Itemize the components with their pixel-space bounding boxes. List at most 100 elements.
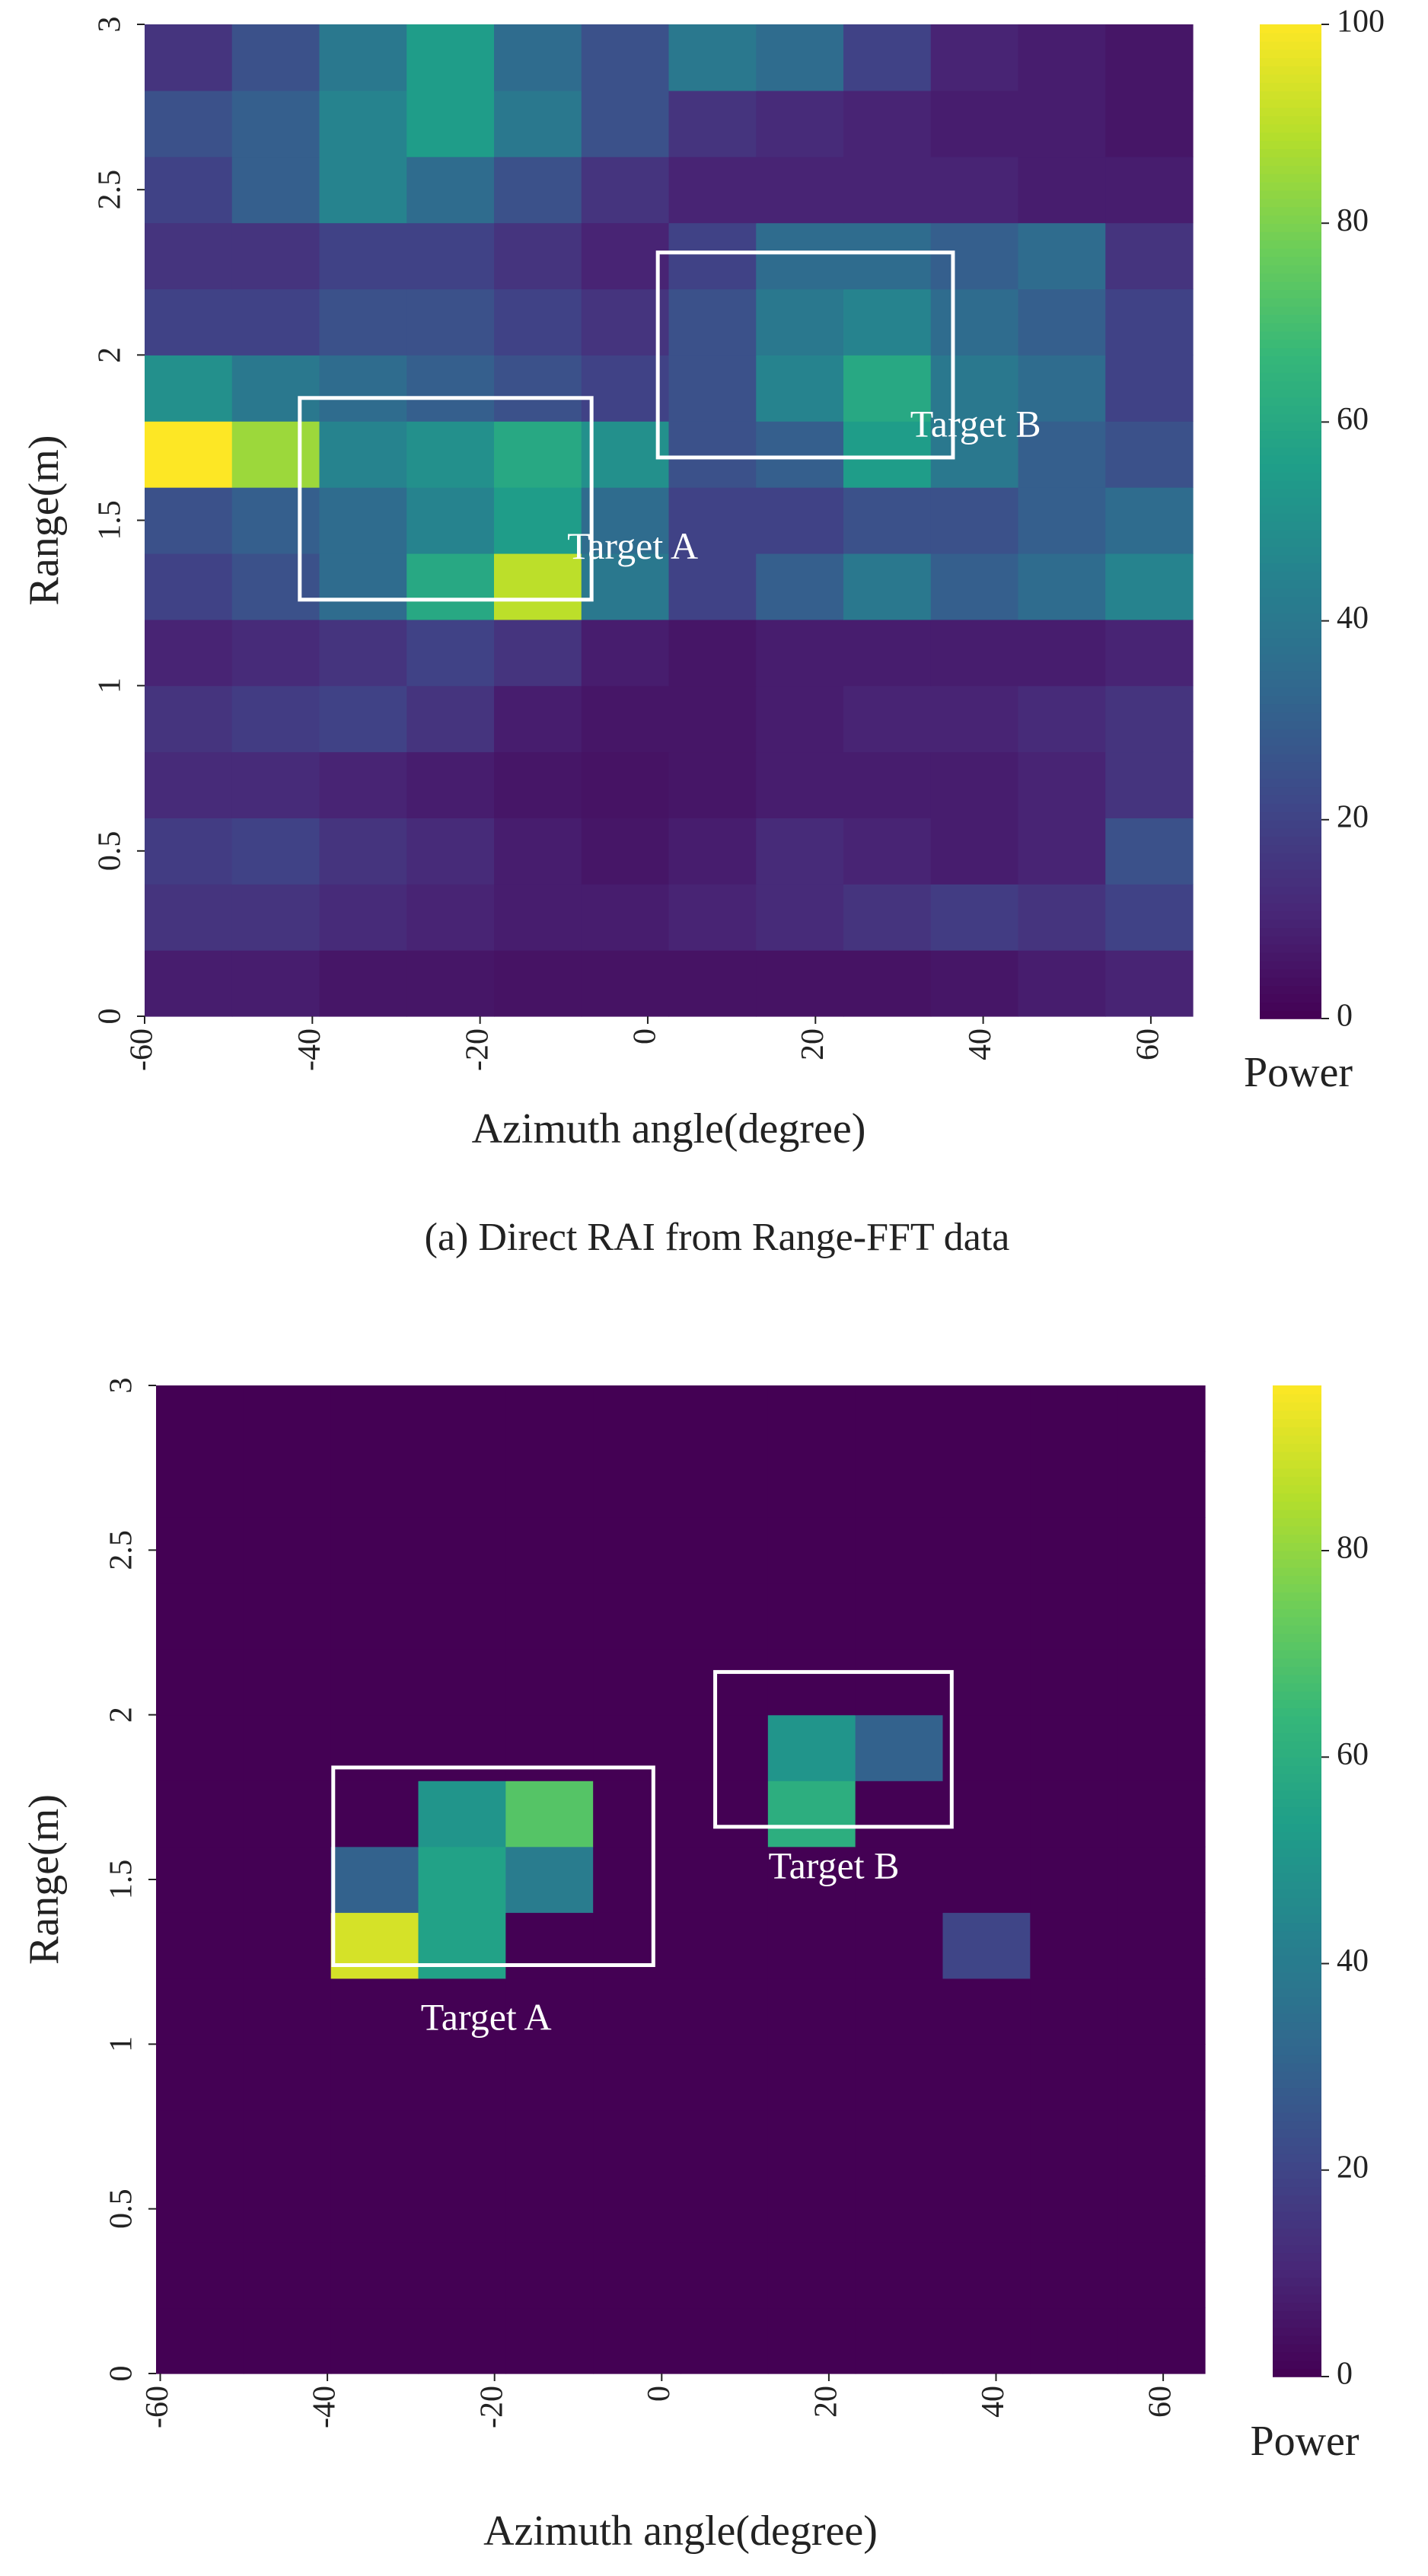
heat-cell [581,487,670,554]
colorbar-segment [1260,687,1321,697]
x-tick-label: -40 [308,2386,343,2428]
heat-cell [1105,355,1194,422]
heat-cell [767,1451,856,1518]
heat-cell [581,289,670,355]
heat-cell [1030,2241,1118,2309]
heat-cell [330,1912,419,1979]
heat-cell [581,421,670,488]
heat-cell [681,1583,769,1650]
colorbar-segment [1273,1517,1321,1527]
heat-cell [1117,1517,1206,1584]
heat-cell [231,950,320,1017]
colorbar-segment [1273,1600,1321,1609]
heat-cell [668,553,757,620]
heat-cell [1117,1846,1206,1913]
heat-cell [1117,1912,1206,1979]
colorbar-segment [1260,853,1321,862]
heat-cell [231,884,320,951]
heat-cell [668,24,757,91]
colorbar-segment [1260,720,1321,729]
colorbar-segment [1260,322,1321,332]
heat-cell [756,950,844,1017]
heat-cell [843,487,932,554]
heat-cell [1117,2109,1206,2176]
colorbar-segment [1260,588,1321,597]
x-tick-label: 40 [963,1028,998,1060]
heat-cell [1018,289,1106,355]
colorbar-segment [1273,1972,1321,1981]
target-box [655,250,955,460]
heat-cell [855,1912,944,1979]
colorbar-segment [1273,2335,1321,2345]
colorbar-segment [1273,1856,1321,1866]
heat-cell [505,2307,594,2374]
heat-cell [1105,156,1194,224]
heat-cell [494,751,582,818]
heat-cell [505,2044,594,2111]
heat-cell [156,1781,244,1848]
colorbar-segment [1260,993,1321,1003]
colorbar-segment [1260,844,1321,854]
heat-cell [319,884,407,951]
x-tick-label: 0 [628,1028,663,1044]
x-tick-label: -40 [292,1028,327,1071]
heat-cell [668,884,757,951]
colorbar-segment [1273,1707,1321,1717]
heat-cell [330,1846,419,1913]
colorbar-segment [1273,2046,1321,2055]
heat-cell [1117,1385,1206,1452]
colorbar-segment [1260,306,1321,315]
colorbar-segment [1273,1914,1321,1924]
heat-cell [418,2176,506,2243]
colorbar-segment [1273,2096,1321,2105]
heat-cell [494,222,582,290]
colorbar-segment [1273,2054,1321,2064]
target-label: Target B [910,402,1041,445]
heat-cell [681,1846,769,1913]
heat-cell [681,1649,769,1716]
heat-cell [756,289,844,355]
colorbar-segment [1260,165,1321,174]
heat-cell [231,487,320,554]
heat-cell [1018,553,1106,620]
colorbar-segment [1260,91,1321,100]
heat-cell [942,2307,1031,2374]
y-tick-label: 0.5 [93,831,128,872]
colorbar-segment [1273,2310,1321,2319]
heat-cell [1117,1714,1206,1781]
heat-cell [1105,487,1194,554]
colorbar-segment [1260,49,1321,59]
heat-cell [1030,2109,1118,2176]
heat-cell [930,619,1019,687]
colorbar-segment [1273,1575,1321,1585]
heat-cell [1105,751,1194,818]
colorbar-segment [1273,2120,1321,2130]
colorbar-segment [1260,98,1321,108]
colorbar-segment [1260,140,1321,150]
target-box [331,1765,655,1967]
heat-cell [1117,1781,1206,1848]
y-axis-label: Range(m) [21,435,68,606]
heat-cell [767,1846,856,1913]
colorbar-segment [1273,1765,1321,1774]
heat-cell [156,2307,244,2374]
colorbar-segment [1260,57,1321,67]
heat-cell [581,90,670,158]
colorbar-segment [1260,861,1321,870]
heat-cell [681,2109,769,2176]
heat-cell [593,1978,681,2045]
heat-cell [319,487,407,554]
heat-cell [231,421,320,488]
heat-cell [1105,421,1194,488]
colorbar-tick-label: 80 [1337,1531,1369,1566]
heat-cell [156,1846,244,1913]
heat-cell [231,156,320,224]
heat-cell [767,2044,856,2111]
heat-cell [668,487,757,554]
heat-cell [1030,1978,1118,2045]
colorbar-segment [1273,1839,1321,1849]
colorbar-segment [1260,173,1321,183]
heat-cell [581,818,670,885]
heat-cell [1117,1978,1206,2045]
colorbar-segment [1260,894,1321,904]
